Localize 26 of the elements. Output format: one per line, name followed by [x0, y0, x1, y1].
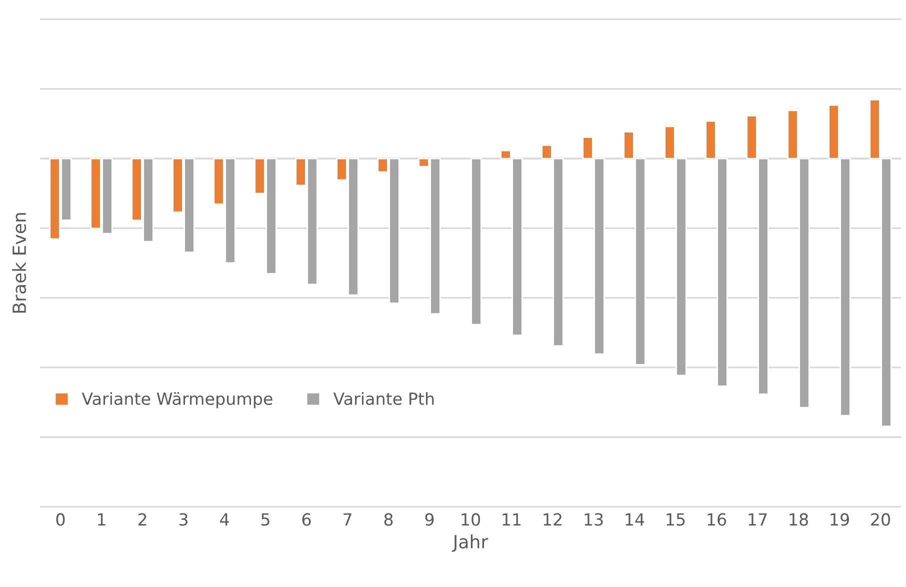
x-tick-label: 4: [220, 513, 229, 526]
x-tick-label: 11: [502, 513, 521, 526]
x-tick-label: 13: [584, 513, 603, 526]
bar: [470, 158, 482, 326]
x-tick-label: 0: [56, 513, 65, 526]
legend-label: Variante Pth: [333, 392, 434, 406]
x-tick-label: 15: [666, 513, 685, 526]
x-tick-label: 14: [626, 513, 644, 526]
x-axis-title: Jahr: [452, 534, 488, 552]
x-tick-label: 9: [425, 513, 434, 526]
x-tick-label: 19: [830, 513, 849, 526]
x-tick-label: 16: [708, 513, 726, 526]
x-tick-label: 6: [302, 513, 311, 526]
x-tick-label: 2: [138, 513, 146, 526]
x-tick-label: 8: [384, 513, 393, 526]
legend-label: Variante Wärmepumpe: [82, 392, 272, 408]
x-tick-label: 17: [748, 513, 767, 526]
x-tick-label: 12: [544, 513, 562, 526]
x-tick-label: 20: [871, 513, 890, 526]
x-tick-label: 5: [261, 513, 270, 526]
x-tick-label: 7: [344, 513, 352, 526]
x-tick-label: 1: [98, 513, 106, 526]
x-tick-label: 18: [790, 513, 808, 526]
x-tick-label: 10: [462, 513, 480, 526]
x-tick-label: 3: [179, 513, 188, 526]
y-axis-title: Braek Even: [12, 213, 26, 313]
